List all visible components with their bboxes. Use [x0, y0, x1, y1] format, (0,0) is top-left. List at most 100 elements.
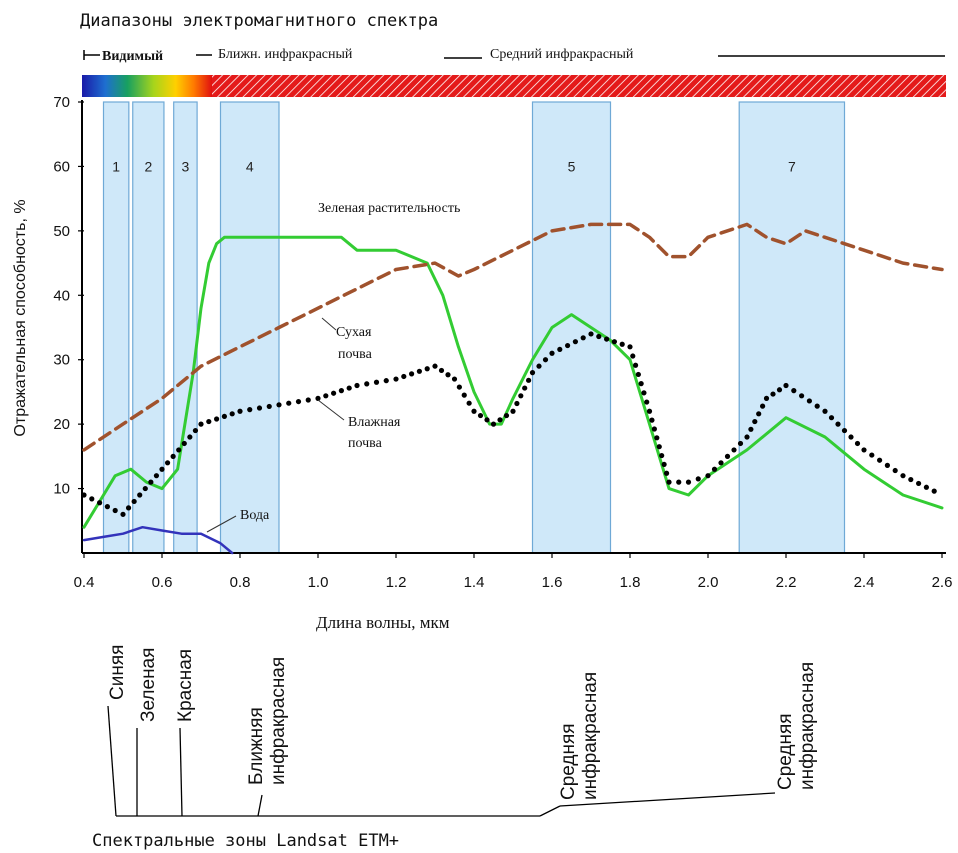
- wet-soil-dot: [744, 434, 750, 440]
- wet-soil-dot: [869, 452, 875, 458]
- wet-soil-dot: [323, 393, 329, 399]
- wet-soil-dot: [373, 379, 380, 385]
- wet-soil-dot: [931, 488, 937, 494]
- band-4-label: 4: [246, 158, 254, 174]
- x-tick-label: 2.4: [854, 574, 875, 591]
- wet-soil-dot: [497, 417, 503, 423]
- wet-soil-dot: [580, 335, 586, 341]
- wet-soil-dot: [514, 400, 520, 407]
- wet-soil-dot: [409, 371, 415, 377]
- wet-soil-dot: [148, 479, 154, 485]
- wet-soil-dot: [776, 387, 783, 393]
- wet-soil-dot: [632, 362, 639, 368]
- band-3-label: 3: [182, 158, 190, 174]
- label-dry-soil: Сухая почва: [336, 325, 375, 362]
- wet-soil-dot: [424, 366, 430, 372]
- wet-soil-dot: [331, 390, 337, 396]
- y-tick-label: 60: [53, 158, 70, 175]
- wet-soil-dot: [164, 460, 171, 466]
- wet-soil-dot: [646, 408, 653, 414]
- wet-soil-dot: [247, 407, 253, 413]
- wet-soil-dot: [187, 434, 193, 440]
- wet-soil-dot: [131, 498, 137, 505]
- zone-leader-lines: [107, 705, 776, 817]
- wet-soil-dot: [159, 466, 165, 472]
- wet-soil-dot: [635, 371, 641, 378]
- wet-soil-dot: [266, 403, 272, 410]
- landsat-zone-labels: Синяя Зеленая Красная Ближняя инфракрасн…: [107, 645, 818, 800]
- wet-soil-dot: [588, 331, 594, 337]
- axes: [81, 100, 946, 554]
- wet-soil-dot: [438, 367, 445, 374]
- landsat-label-red: Красная: [175, 649, 196, 722]
- wet-soil-dot: [916, 480, 922, 487]
- wet-soil-dot: [900, 473, 906, 479]
- landsat-label-green: Зеленая: [138, 648, 159, 722]
- wet-soil-dot: [112, 507, 118, 514]
- y-tick-label: 20: [53, 416, 70, 433]
- wet-soil-dot: [221, 413, 227, 420]
- wet-soil-dot: [176, 447, 182, 453]
- wet-soil-dot: [97, 500, 103, 506]
- wet-soil-dot: [393, 376, 399, 382]
- wet-soil-dot: [518, 393, 524, 399]
- wet-soil-dot: [770, 391, 776, 397]
- wet-soil-dot: [877, 457, 883, 463]
- wet-soil-dot: [490, 421, 497, 427]
- wet-soil-dot: [503, 412, 510, 419]
- landsat-bands: 1 2 3 4 5 7: [102, 101, 846, 554]
- wet-soil-dot: [557, 346, 563, 353]
- wet-soil-dot: [526, 377, 532, 383]
- wet-soil-dot: [923, 484, 930, 490]
- label-wet-soil: Влажная почва: [348, 415, 404, 451]
- wet-soil-dot: [295, 398, 302, 405]
- x-tick-label: 1.4: [464, 574, 485, 591]
- wet-soil-dot: [529, 370, 536, 376]
- wet-soil-dot: [477, 412, 484, 419]
- wet-soil-dot: [611, 339, 618, 345]
- band-1-rect: [102, 101, 130, 554]
- wet-soil-dot: [120, 511, 126, 517]
- wet-soil-dot: [89, 496, 95, 502]
- wet-soil-dot: [237, 408, 243, 414]
- range-label-near-ir: Ближн. инфракрасный: [218, 47, 353, 62]
- wet-soil-dot: [572, 339, 579, 345]
- y-axis-title: Отражательная способность, %: [12, 199, 29, 436]
- wet-soil-dot: [416, 368, 422, 374]
- series-line-3: [82, 525, 234, 555]
- series-line-0: [82, 235, 944, 529]
- wet-soil-dot: [638, 381, 644, 387]
- x-tick-label: 1.2: [386, 574, 407, 591]
- wet-soil-dot: [752, 418, 758, 425]
- wet-soil-dot: [484, 417, 490, 423]
- wet-soil-dot: [170, 453, 176, 459]
- wet-soil-dot: [661, 461, 667, 468]
- series-line-1: [82, 222, 944, 452]
- wet-soil-dot: [783, 382, 789, 389]
- wet-soil-dot: [305, 397, 311, 403]
- wet-soil-dot: [461, 392, 467, 398]
- wet-soil-dot: [383, 378, 389, 384]
- y-tick-label: 50: [53, 223, 70, 240]
- wet-soil-dot: [854, 440, 861, 447]
- band-7-rect: [738, 101, 846, 554]
- x-axis-title: Длина волны, мкм: [316, 613, 450, 632]
- data-series: [81, 222, 944, 555]
- x-tick-label: 1.6: [542, 574, 563, 591]
- wet-soil-dot: [104, 504, 110, 510]
- wet-soil-dot: [656, 444, 662, 450]
- landsat-label-mid-ir-7: Средняя инфракрасная: [775, 662, 818, 790]
- wet-soil-dot: [676, 479, 682, 485]
- band-4-rect: [219, 101, 280, 554]
- spectrum-title: Диапазоны электромагнитного спектра: [80, 11, 438, 31]
- y-tick-label: 40: [53, 287, 70, 304]
- wet-soil-dot: [724, 453, 731, 459]
- wet-soil-dot: [456, 384, 462, 390]
- wet-soil-dot: [510, 408, 516, 414]
- wet-soil-dot: [695, 476, 701, 482]
- y-tick-label: 70: [53, 94, 70, 111]
- x-tick-label: 1.0: [308, 574, 329, 591]
- x-tick-label: 2.6: [932, 574, 953, 591]
- spectrum-range-labels: Видимый Ближн. инфракрасный Средний инфр…: [83, 47, 945, 64]
- axis-ticks: 0.4 0.6 0.8 1.0 1.2 1.4 1.6 1.8 2.0 2.2 2.4 2.6 10 20…: [53, 94, 952, 591]
